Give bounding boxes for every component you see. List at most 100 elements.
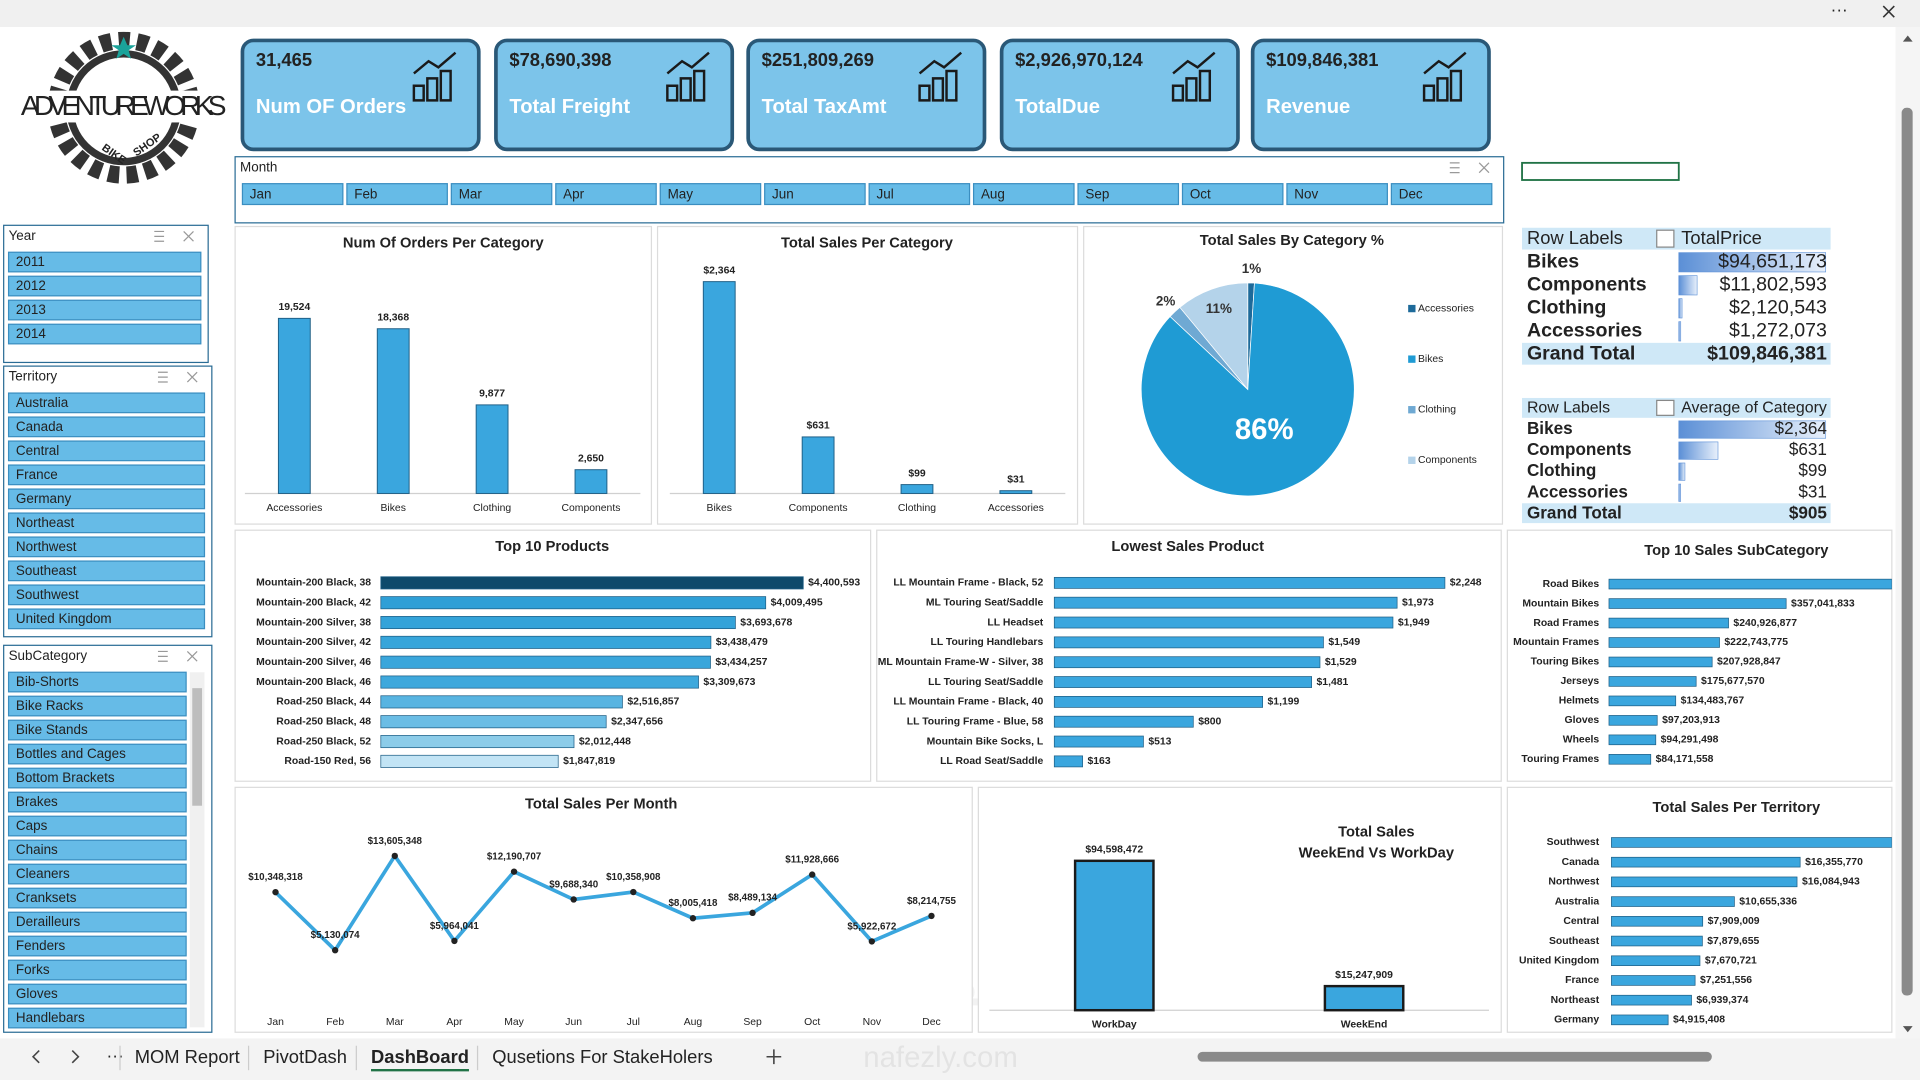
- slicer-item[interactable]: 2013: [16, 302, 46, 317]
- slicer-item[interactable]: Aug: [981, 186, 1005, 201]
- slicer-item[interactable]: Central: [16, 443, 59, 458]
- slicer-item[interactable]: Bottles and Cages: [16, 746, 126, 761]
- slicer-item[interactable]: 2014: [16, 326, 46, 341]
- slicer-item[interactable]: 2011: [16, 254, 45, 269]
- slicer-item[interactable]: Jun: [772, 186, 794, 201]
- slicer-button[interactable]: [7, 512, 206, 534]
- slicer-button[interactable]: [7, 488, 206, 510]
- slicer-item[interactable]: Chains: [16, 842, 58, 857]
- slicer-button[interactable]: [7, 584, 206, 606]
- slicer-item[interactable]: Jan: [250, 186, 272, 201]
- slicer-button[interactable]: [7, 911, 187, 933]
- slicer-item[interactable]: Derailleurs: [16, 914, 81, 929]
- slicer-item[interactable]: Fenders: [16, 938, 66, 953]
- slicer-button[interactable]: [7, 935, 187, 957]
- slicer-item[interactable]: Apr: [563, 186, 584, 201]
- slicer-button[interactable]: [764, 183, 866, 206]
- h-scroll-thumb[interactable]: [1197, 1051, 1712, 1062]
- slicer-button[interactable]: [7, 251, 202, 273]
- slicer-button[interactable]: [7, 392, 206, 414]
- slicer-button[interactable]: [450, 183, 553, 206]
- slicer-button[interactable]: [7, 863, 187, 885]
- slicer-button[interactable]: [7, 560, 206, 582]
- slicer-button[interactable]: [7, 695, 187, 717]
- sheet-tab[interactable]: PivotDash: [263, 1046, 347, 1067]
- slicer-button[interactable]: [659, 183, 762, 206]
- slicer-item[interactable]: Cleaners: [16, 866, 70, 881]
- slicer-item[interactable]: Southwest: [16, 587, 79, 602]
- slicer-button[interactable]: [7, 887, 187, 909]
- slicer-button[interactable]: [1181, 183, 1284, 206]
- slicer-icons[interactable]: [154, 230, 194, 242]
- slicer-item[interactable]: May: [668, 186, 694, 201]
- slicer-item[interactable]: Bottom Brackets: [16, 770, 115, 785]
- slicer-item[interactable]: Southeast: [16, 563, 77, 578]
- slicer-item[interactable]: Australia: [16, 395, 69, 410]
- slicer-button[interactable]: [7, 959, 187, 981]
- filter-button[interactable]: [1656, 229, 1675, 248]
- slicer-item[interactable]: Northeast: [16, 515, 75, 530]
- slicer-item[interactable]: Northwest: [16, 539, 77, 554]
- slicer-button[interactable]: [7, 671, 187, 693]
- slicer-item[interactable]: Mar: [459, 186, 483, 201]
- slicer-item[interactable]: Jul: [876, 186, 893, 201]
- slicer-item[interactable]: Gloves: [16, 986, 58, 1001]
- slicer-item[interactable]: Germany: [16, 491, 72, 506]
- slicer-item[interactable]: Bike Stands: [16, 722, 88, 737]
- slicer-item[interactable]: Sep: [1085, 186, 1109, 201]
- slicer-button[interactable]: [7, 275, 202, 297]
- slicer-item[interactable]: Bike Racks: [16, 698, 84, 713]
- slicer-button[interactable]: [7, 323, 202, 345]
- slicer-icons[interactable]: [157, 650, 198, 662]
- slicer-button[interactable]: [7, 791, 187, 813]
- slicer-button[interactable]: [7, 299, 202, 321]
- slicer-button[interactable]: [7, 983, 187, 1005]
- slicer-button[interactable]: [1286, 183, 1388, 206]
- slicer-button[interactable]: [7, 839, 187, 861]
- slicer-item[interactable]: Dec: [1399, 186, 1423, 201]
- tab-nav[interactable]: [31, 1050, 80, 1064]
- slicer-item[interactable]: Canada: [16, 419, 64, 434]
- slicer-item[interactable]: Feb: [354, 186, 377, 201]
- slicer-button[interactable]: [7, 464, 206, 486]
- slicer-button[interactable]: [7, 416, 206, 438]
- sheet-tab[interactable]: Qusetions For StakeHolers: [492, 1046, 712, 1067]
- slicer-item[interactable]: Forks: [16, 962, 50, 977]
- slicer-button[interactable]: [7, 440, 206, 462]
- slicer-button[interactable]: [7, 743, 187, 765]
- slicer-button[interactable]: [868, 183, 971, 206]
- v-scroll-thumb[interactable]: [1901, 107, 1913, 996]
- slicer-button[interactable]: [7, 815, 187, 837]
- slicer-button[interactable]: [7, 536, 206, 558]
- slicer-item[interactable]: Bib-Shorts: [16, 674, 79, 689]
- slicer-item[interactable]: Cranksets: [16, 890, 77, 905]
- slicer-button[interactable]: [1390, 183, 1493, 206]
- slicer-button[interactable]: [1077, 183, 1180, 206]
- slicer-button[interactable]: [7, 767, 187, 789]
- slicer-item[interactable]: Nov: [1294, 186, 1318, 201]
- more-icon[interactable]: ···: [1831, 0, 1848, 20]
- add-sheet[interactable]: [766, 1049, 782, 1065]
- slicer-icons[interactable]: [1449, 162, 1490, 174]
- slicer-button[interactable]: [346, 183, 448, 206]
- slicer-item[interactable]: Brakes: [16, 794, 58, 809]
- slicer-item[interactable]: 2012: [16, 278, 46, 293]
- slicer-button[interactable]: [241, 183, 344, 206]
- slicer-item[interactable]: France: [16, 467, 58, 482]
- sheet-tab[interactable]: DashBoard: [371, 1046, 469, 1067]
- slicer-item[interactable]: Oct: [1190, 186, 1211, 201]
- slicer-button[interactable]: [7, 1007, 187, 1029]
- slicer-button[interactable]: [555, 183, 657, 206]
- slicer-item[interactable]: United Kingdom: [16, 611, 112, 626]
- tab-more[interactable]: ···: [107, 1045, 124, 1065]
- slicer-button[interactable]: [7, 719, 187, 741]
- filter-button[interactable]: [1656, 399, 1675, 416]
- close-icon[interactable]: [1882, 5, 1895, 18]
- slicer-item[interactable]: Handlebars: [16, 1010, 85, 1025]
- slicer-scroll-thumb[interactable]: [192, 688, 203, 806]
- slicer-item[interactable]: Caps: [16, 818, 48, 833]
- selected-cell[interactable]: [1521, 161, 1680, 181]
- slicer-button[interactable]: [972, 183, 1075, 206]
- sheet-tab[interactable]: MOM Report: [135, 1046, 240, 1067]
- slicer-button[interactable]: [7, 608, 206, 630]
